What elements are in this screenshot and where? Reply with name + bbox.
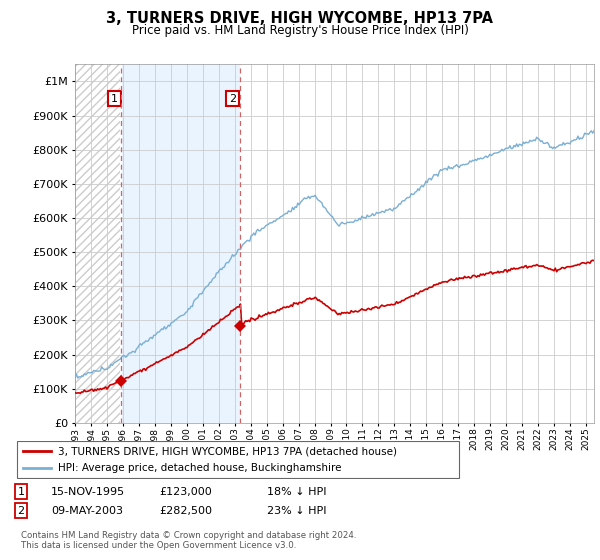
Text: 1: 1 <box>17 487 25 497</box>
Text: 15-NOV-1995: 15-NOV-1995 <box>51 487 125 497</box>
Text: 1: 1 <box>111 94 118 104</box>
Text: 23% ↓ HPI: 23% ↓ HPI <box>267 506 326 516</box>
Text: £123,000: £123,000 <box>159 487 212 497</box>
Text: 2: 2 <box>229 94 236 104</box>
Text: Price paid vs. HM Land Registry's House Price Index (HPI): Price paid vs. HM Land Registry's House … <box>131 24 469 36</box>
Text: 2: 2 <box>17 506 25 516</box>
Text: HPI: Average price, detached house, Buckinghamshire: HPI: Average price, detached house, Buck… <box>58 463 341 473</box>
FancyBboxPatch shape <box>17 441 459 478</box>
Text: 09-MAY-2003: 09-MAY-2003 <box>51 506 123 516</box>
Text: Contains HM Land Registry data © Crown copyright and database right 2024.
This d: Contains HM Land Registry data © Crown c… <box>21 531 356 550</box>
Text: 3, TURNERS DRIVE, HIGH WYCOMBE, HP13 7PA: 3, TURNERS DRIVE, HIGH WYCOMBE, HP13 7PA <box>107 11 493 26</box>
Text: 3, TURNERS DRIVE, HIGH WYCOMBE, HP13 7PA (detached house): 3, TURNERS DRIVE, HIGH WYCOMBE, HP13 7PA… <box>58 446 397 456</box>
Text: £282,500: £282,500 <box>159 506 212 516</box>
Text: 18% ↓ HPI: 18% ↓ HPI <box>267 487 326 497</box>
